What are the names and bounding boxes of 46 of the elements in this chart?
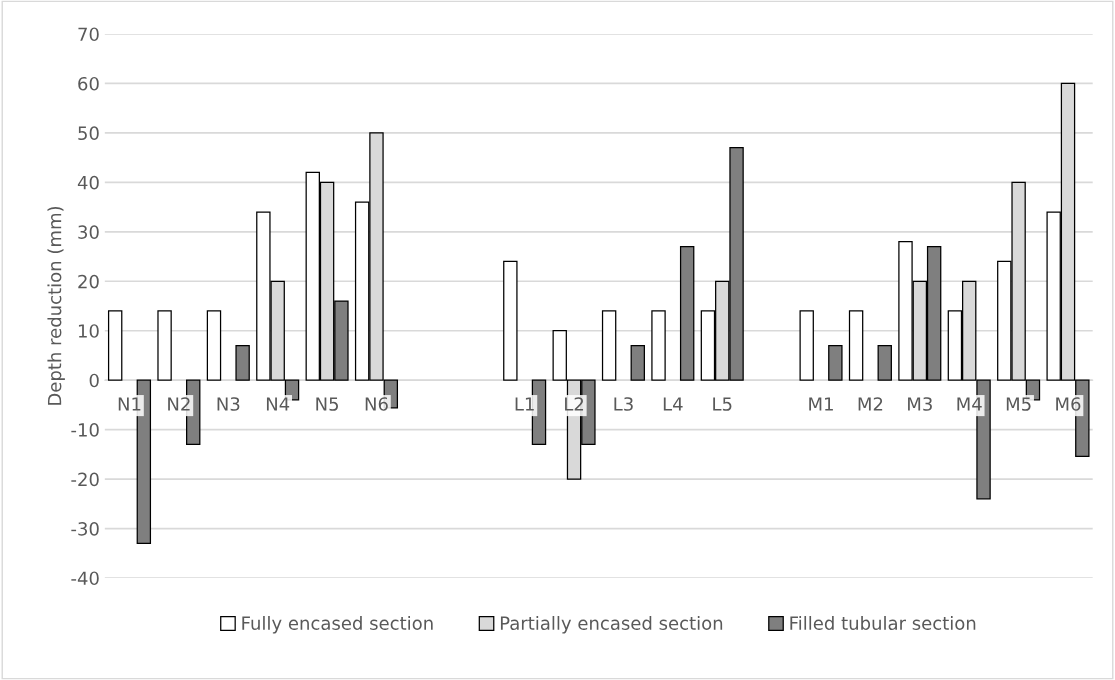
x-tick-label: M1 bbox=[809, 397, 833, 411]
x-tick-label: N2 bbox=[168, 397, 190, 411]
bar bbox=[503, 260, 518, 381]
x-tick-label: M6 bbox=[1056, 397, 1081, 411]
y-tick-label: -20 bbox=[71, 472, 99, 487]
x-tick-label: M4 bbox=[957, 397, 982, 411]
bar bbox=[848, 310, 864, 381]
bar bbox=[235, 344, 250, 381]
bar bbox=[206, 310, 222, 381]
y-axis-title: Depth reduction (mm) bbox=[47, 206, 65, 405]
legend-label: Partially encased section bbox=[500, 616, 723, 634]
x-tick-label: M3 bbox=[908, 397, 932, 411]
y-tick-label: 50 bbox=[78, 126, 99, 141]
bar bbox=[157, 310, 172, 381]
bar bbox=[828, 344, 843, 381]
x-tick-label: M2 bbox=[858, 397, 883, 411]
bar bbox=[601, 310, 617, 381]
y-tick-label: 20 bbox=[78, 274, 99, 289]
legend-label: Filled tubular section bbox=[790, 616, 976, 630]
bar bbox=[651, 310, 666, 381]
x-tick-label: M5 bbox=[1006, 397, 1031, 411]
bar bbox=[107, 310, 123, 381]
x-tick-label: L4 bbox=[663, 397, 683, 411]
bar bbox=[799, 310, 814, 381]
y-tick-label: 70 bbox=[78, 27, 99, 42]
x-tick-label: N5 bbox=[316, 397, 338, 411]
bar bbox=[630, 344, 645, 381]
x-tick-label: N1 bbox=[118, 397, 141, 411]
bar bbox=[679, 246, 695, 381]
bar bbox=[877, 344, 892, 381]
x-tick-label: L1 bbox=[515, 397, 534, 411]
x-tick-label: N6 bbox=[365, 397, 388, 411]
legend-label: Fully encased section bbox=[242, 616, 433, 634]
y-tick-label: -10 bbox=[71, 423, 99, 437]
y-tick-label: 30 bbox=[78, 225, 99, 239]
y-tick-label: -40 bbox=[71, 571, 99, 586]
x-tick-label: N4 bbox=[266, 397, 290, 411]
x-tick-label: N3 bbox=[217, 397, 240, 411]
y-tick-label: 10 bbox=[78, 324, 99, 338]
x-tick-label: L3 bbox=[614, 397, 633, 411]
y-tick-label: -30 bbox=[71, 522, 99, 536]
y-tick-label: 60 bbox=[78, 76, 99, 91]
y-tick-label: 0 bbox=[89, 373, 99, 388]
x-tick-label: L2 bbox=[565, 397, 584, 411]
y-tick-label: 40 bbox=[77, 175, 99, 190]
x-tick-label: L5 bbox=[713, 397, 732, 411]
